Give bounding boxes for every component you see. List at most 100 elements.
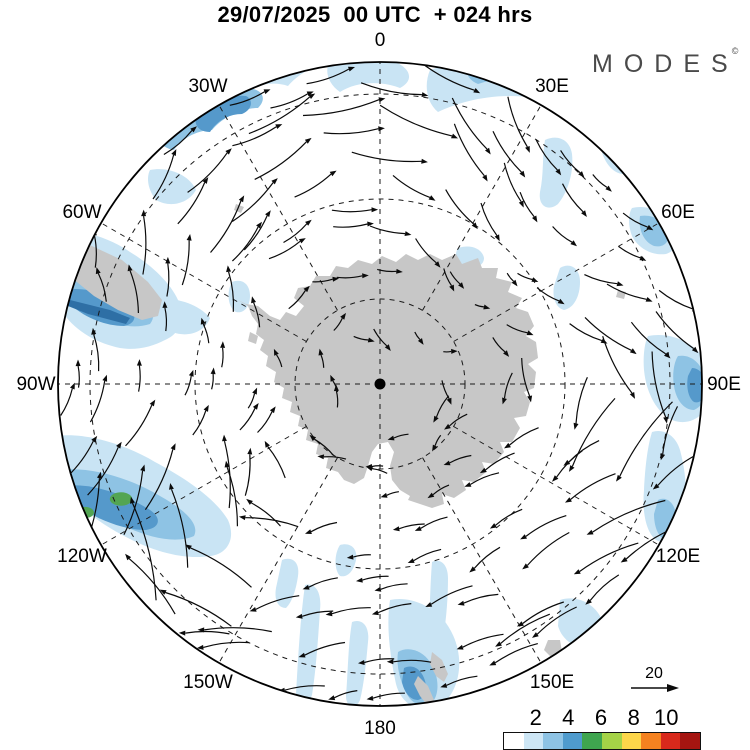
colorbar-segment [562, 733, 583, 749]
wind-arrow [463, 593, 499, 604]
wind-arrow [170, 489, 189, 568]
wind-arrow [443, 268, 452, 286]
wind-arrow-head [565, 497, 572, 503]
wind-arrow [253, 302, 261, 328]
wind-arrow-head [645, 297, 653, 302]
precip-patch-navy [123, 124, 133, 132]
wind-arrow [618, 246, 641, 259]
reference-arrow-label: 20 [645, 665, 663, 682]
wind-arrow [473, 546, 501, 569]
wind-arrow-head [252, 403, 259, 410]
wind-arrow [443, 350, 452, 353]
wind-arrow-head [532, 215, 538, 223]
meridian-label-30E: 30E [535, 76, 569, 97]
colorbar-tick-label: 8 [627, 705, 640, 730]
wind-arrow-head [502, 397, 507, 405]
precip-patch-light [327, 62, 409, 92]
wind-arrow [470, 472, 500, 485]
precip-patch-light [553, 265, 580, 310]
wind-arrow [430, 585, 473, 605]
wind-arrow [519, 191, 535, 218]
precip-patch-light [94, 150, 138, 190]
wind-arrow-head [366, 695, 374, 701]
reference-arrow-head-icon [667, 684, 679, 692]
wind-arrow [202, 323, 210, 344]
wind-arrow-head [328, 695, 336, 701]
wind-arrow-head [586, 529, 594, 535]
wind-arrow [152, 154, 175, 200]
wind-arrow-head [136, 359, 142, 366]
wind-arrow-head [226, 265, 232, 273]
modes-logo-mark: © [731, 45, 739, 56]
wind-arrow-head [238, 515, 246, 521]
wind-arrow-head [664, 352, 671, 359]
wind-arrow [522, 601, 564, 624]
wind-arrow [251, 502, 281, 527]
wind-arrow-head [519, 170, 526, 178]
precip-patch-green [109, 492, 133, 506]
wind-arrow [333, 317, 343, 331]
wind-arrow-head [456, 644, 464, 650]
wind-arrow-head [557, 298, 565, 305]
wind-arrow [312, 278, 333, 283]
meridian-label-90W: 90W [16, 374, 55, 395]
wind-arrow [221, 347, 224, 368]
meridian-labels-layer: 0 30E 60E 90E 120E 150E 180 150W 120W 90W 60W 30W [16, 30, 740, 739]
precip-patch-light [148, 169, 196, 205]
wind-arrow [536, 287, 560, 302]
wind-arrow [568, 440, 600, 463]
wind-arrow [192, 410, 207, 436]
wind-arrow [445, 189, 475, 225]
wind-arrow [658, 289, 694, 310]
colorbar-segment [543, 733, 563, 749]
wind-arrow [474, 304, 484, 308]
wind-arrow [414, 331, 421, 340]
wind-arrow-head [185, 544, 192, 550]
wind-arrow [323, 456, 347, 460]
wind-arrow-head [421, 92, 429, 97]
wind-arrow [248, 96, 311, 135]
wind-arrow-head [149, 399, 156, 407]
wind-arrow-head [263, 89, 271, 95]
wind-arrow-head [265, 210, 271, 217]
modes-logo: MODES© [592, 46, 745, 79]
wind-arrow [125, 404, 153, 447]
wind-arrow-head [371, 207, 379, 213]
wind-arrow-head [308, 93, 316, 99]
wind-arrow-head [97, 471, 102, 479]
colorbar-segment [582, 733, 602, 749]
wind-arrow [602, 336, 633, 394]
wind-arrow-head [306, 91, 314, 97]
meridian-line [218, 457, 338, 664]
wind-arrow [164, 307, 168, 332]
wind-arrow [302, 610, 334, 617]
colorbar-segment [504, 733, 524, 749]
meridian-label-120E: 120E [656, 546, 700, 567]
colorbar-segment [621, 733, 642, 749]
wind-arrow-head [451, 348, 458, 354]
wind-arrow [569, 323, 602, 342]
wind-arrow [232, 126, 277, 147]
wind-arrow-head [652, 483, 660, 490]
wind-arrow-head [238, 195, 245, 203]
wind-arrow [333, 223, 368, 228]
wind-arrow [335, 390, 339, 408]
wind-arrow [89, 380, 106, 423]
wind-arrow-head [358, 660, 365, 665]
land-antarctica [238, 254, 538, 508]
wind-arrow [446, 675, 478, 686]
wind-arrow [184, 376, 192, 396]
wind-arrow-head [165, 256, 171, 264]
wind-arrow [203, 641, 250, 648]
wind-arrow-head [188, 369, 194, 377]
wind-arrow-head [374, 586, 382, 592]
wind-arrow [239, 408, 256, 431]
wind-arrow-head [629, 392, 635, 399]
wind-arrow-head [444, 423, 451, 430]
land-ross-island-speck [350, 438, 362, 449]
meridian-label-120W: 120W [57, 546, 107, 567]
wind-arrow-head [186, 234, 192, 241]
wind-arrow-head [362, 273, 369, 279]
wind-arrow-head [527, 395, 533, 403]
